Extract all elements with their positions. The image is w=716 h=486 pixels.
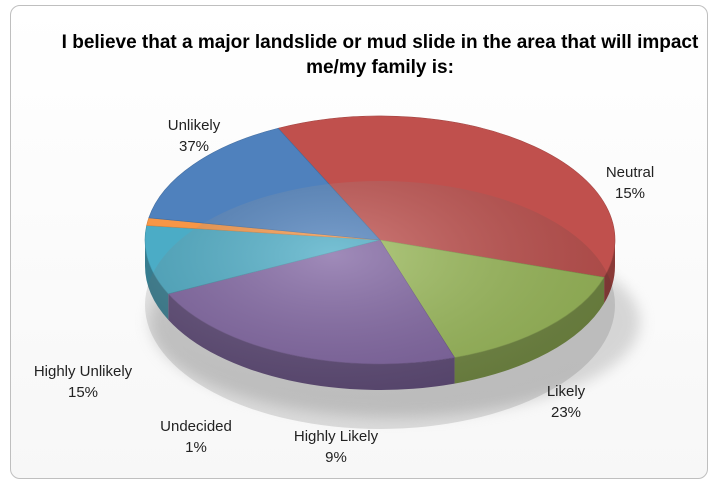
data-label-neutral: Neutral 15% bbox=[606, 164, 654, 202]
data-label-category: Undecided bbox=[160, 418, 232, 435]
data-label-undecided: Undecided 1% bbox=[160, 418, 232, 456]
data-label-category: Unlikely bbox=[168, 117, 221, 134]
data-label-percent: 9% bbox=[325, 449, 347, 466]
data-label-percent: 15% bbox=[615, 185, 645, 202]
data-label-percent: 1% bbox=[185, 439, 207, 456]
data-label-percent: 15% bbox=[68, 384, 98, 401]
data-label-unlikely: Unlikely 37% bbox=[168, 117, 221, 155]
data-label-category: Highly Unlikely bbox=[34, 363, 133, 380]
data-label-category: Likely bbox=[547, 383, 586, 400]
data-label-highly-likely: Highly Likely 9% bbox=[294, 428, 379, 466]
data-label-percent: 23% bbox=[551, 404, 581, 421]
data-label-highly-unlikely: Highly Unlikely 15% bbox=[34, 363, 133, 401]
chart-title: I believe that a major landslide or mud … bbox=[61, 32, 699, 78]
data-label-percent: 37% bbox=[179, 138, 209, 155]
data-label-likely: Likely 23% bbox=[547, 383, 586, 421]
data-label-category: Highly Likely bbox=[294, 428, 379, 445]
data-label-category: Neutral bbox=[606, 164, 654, 181]
